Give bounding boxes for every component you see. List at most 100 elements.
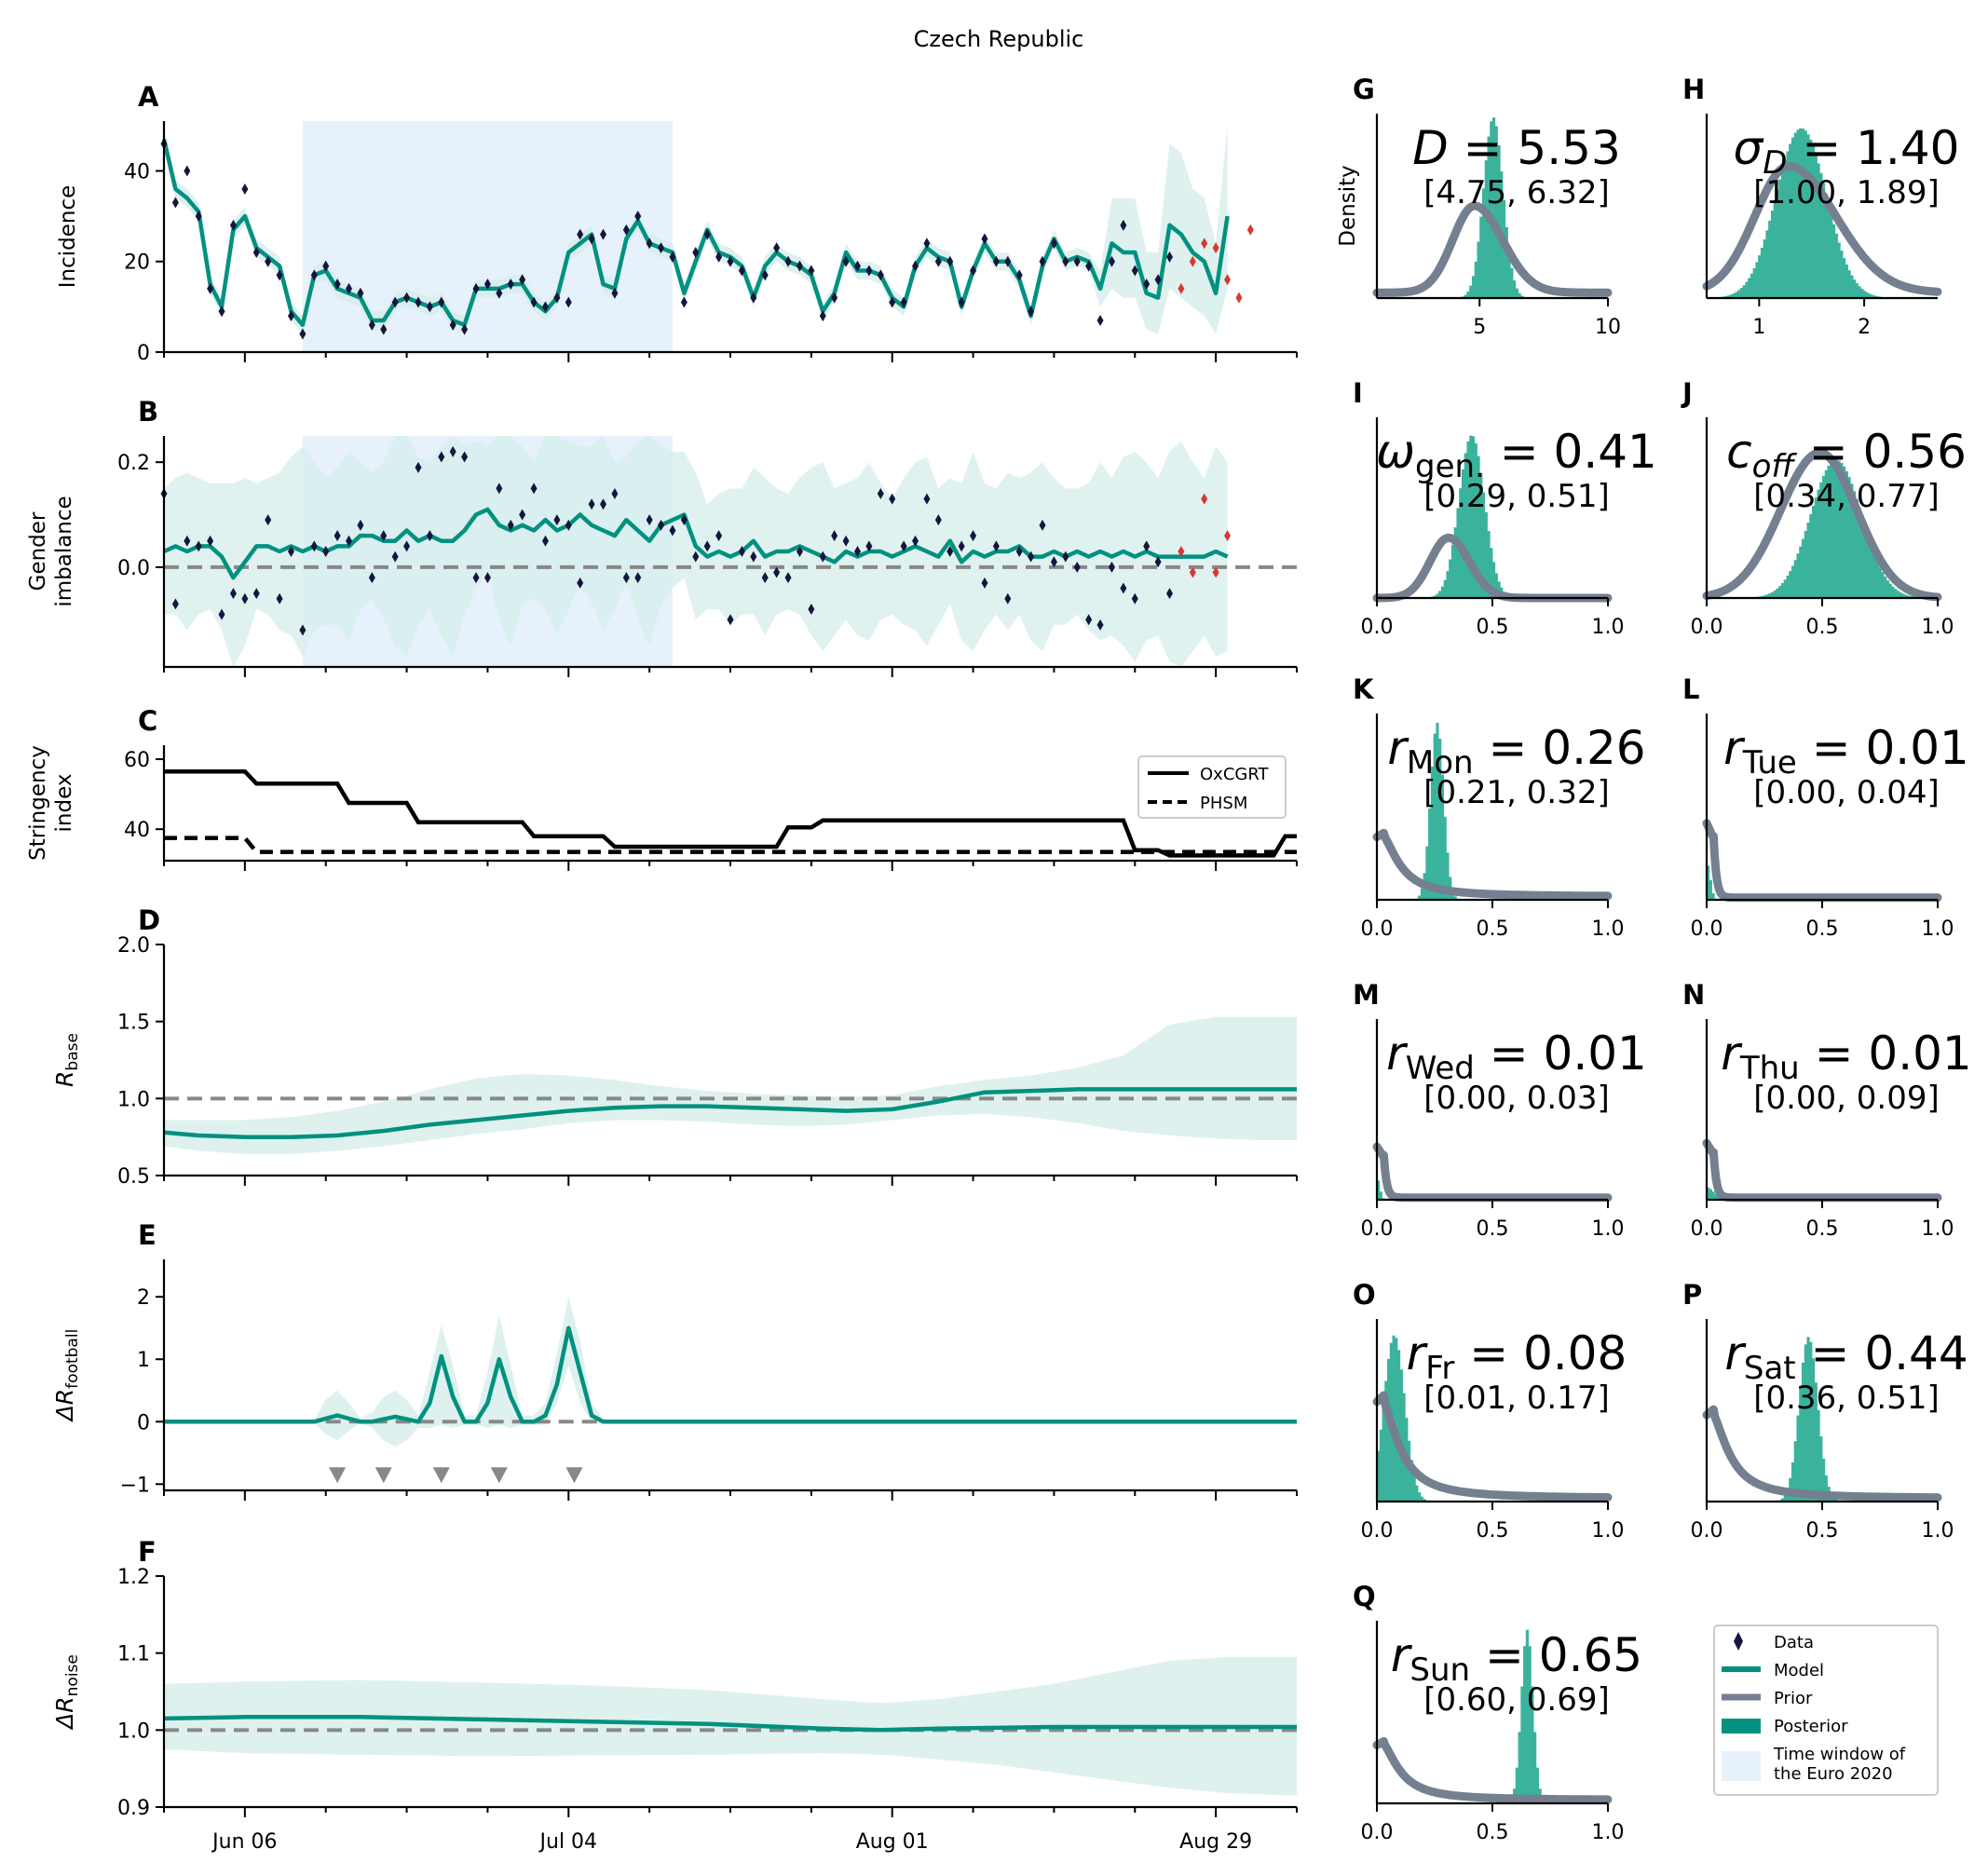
posterior-histogram-h: [1717, 128, 1885, 298]
posterior-bar: [1843, 466, 1846, 598]
posterior-bar: [1464, 453, 1467, 598]
posterior-bar: [1492, 117, 1496, 298]
x-tick-label: 2: [1858, 316, 1871, 339]
x-tick-label: 0.5: [1477, 1217, 1509, 1241]
posterior-bar: [1789, 143, 1792, 298]
data-point: [461, 451, 469, 463]
y-axis-label: Density: [1336, 165, 1360, 246]
data-point: [577, 228, 584, 240]
uncertainty-band-d: [164, 1016, 1297, 1154]
posterior-bar: [1901, 593, 1905, 598]
legend-main: Data Model Prior Posterior Time window o…: [1713, 1625, 1939, 1796]
data-point: [380, 530, 388, 542]
posterior-bar: [1520, 295, 1524, 298]
x-tick-label: Aug 29: [1179, 1830, 1252, 1854]
data-point: [461, 323, 469, 335]
panel-label-i: I: [1353, 377, 1363, 409]
data-point: [346, 282, 353, 294]
posterior-bar: [1494, 126, 1498, 298]
posterior-bar: [1748, 278, 1751, 298]
data-point: [900, 540, 907, 552]
posterior-bar: [1899, 592, 1902, 598]
posterior-bar: [1832, 224, 1836, 298]
data-point: [658, 242, 665, 254]
data-point: [265, 255, 272, 267]
data-point: [1235, 292, 1243, 304]
posterior-bar: [1814, 1382, 1818, 1502]
posterior-bar: [1438, 591, 1442, 598]
posterior-bar: [1469, 435, 1473, 598]
posterior-bar: [1888, 583, 1892, 598]
y-axis-label: Incidence: [56, 185, 80, 289]
x-tick-label: 0.5: [1477, 918, 1509, 941]
posterior-bar: [1735, 292, 1738, 298]
legend-model-label: Model: [1774, 1661, 1824, 1680]
data-point: [195, 540, 202, 552]
posterior-bar: [1423, 1499, 1426, 1502]
estimate-annotation-o: rFr = 0.08: [1407, 1326, 1627, 1387]
estimate-annotation-k: rMon = 0.26: [1387, 721, 1645, 782]
legend-posterior-label: Posterior: [1774, 1717, 1848, 1736]
posterior-bar: [1793, 560, 1797, 598]
y-axis-label-sub: base: [63, 1033, 82, 1071]
posterior-bar: [1786, 576, 1790, 598]
x-tick-label: 0.5: [1806, 918, 1839, 941]
annotation-symbol: r: [1387, 721, 1409, 775]
data-point: [819, 310, 826, 322]
data-point: [195, 211, 202, 223]
posterior-bar: [1783, 1494, 1787, 1502]
y-tick-label: 1.5: [117, 1012, 150, 1035]
data-point: [241, 183, 249, 195]
credible-interval-h: [1.00, 1.89]: [1753, 174, 1940, 211]
posterior-bar: [1776, 189, 1779, 298]
posterior-bar: [1819, 482, 1823, 598]
panel-label-m: M: [1353, 979, 1380, 1011]
data-point: [1189, 255, 1196, 267]
data-point: [912, 535, 919, 547]
legend-euro-swatch: [1722, 1751, 1761, 1781]
x-tick-label: 0.0: [1361, 1217, 1394, 1241]
posterior-bar: [1830, 214, 1833, 298]
data-point: [1062, 255, 1069, 267]
posterior-bar: [1845, 470, 1848, 598]
posterior-bar: [1707, 865, 1710, 900]
posterior-bar: [1855, 283, 1859, 298]
x-tick-label: Jun 06: [211, 1830, 277, 1854]
annotation-symbol: D: [1412, 121, 1449, 175]
data-point: [391, 296, 399, 308]
data-point: [796, 546, 803, 557]
credible-interval-g: [4.75, 6.32]: [1423, 174, 1610, 211]
data-point: [1154, 274, 1162, 286]
posterior-bar: [1497, 144, 1501, 298]
credible-interval-j: [0.34, 0.77]: [1753, 478, 1940, 515]
match-marker: [432, 1467, 450, 1484]
data-point: [715, 530, 723, 542]
x-tick-label: 0.5: [1477, 1821, 1509, 1844]
posterior-bar: [1430, 766, 1435, 900]
data-point: [622, 572, 630, 584]
data-point: [703, 228, 711, 240]
data-point: [646, 238, 653, 250]
data-point: [1039, 255, 1046, 267]
posterior-bar: [1773, 590, 1777, 598]
panel-label-g: G: [1353, 74, 1375, 105]
posterior-bar: [1518, 292, 1521, 298]
posterior-bar: [1471, 276, 1476, 298]
model-line-f: [163, 1715, 1297, 1733]
data-point: [784, 572, 792, 584]
posterior-bar: [1819, 172, 1823, 298]
data-point: [530, 296, 538, 308]
data-point: [600, 498, 607, 510]
data-point: [970, 265, 977, 277]
data-point: [403, 540, 411, 552]
data-point: [472, 282, 480, 294]
x-tick-label: 0.5: [1477, 1519, 1509, 1543]
data-point: [865, 265, 873, 277]
posterior-bar: [1453, 527, 1457, 598]
data-point: [171, 598, 179, 610]
